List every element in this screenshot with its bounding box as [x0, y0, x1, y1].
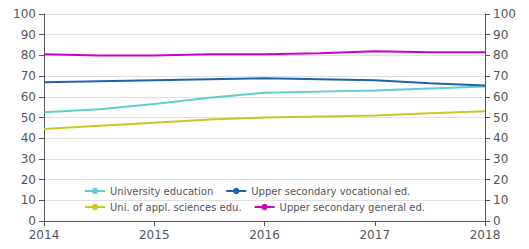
svg-text:90: 90: [493, 28, 508, 42]
svg-text:0: 0: [28, 214, 36, 228]
svg-text:50: 50: [21, 111, 36, 125]
svg-text:30: 30: [493, 152, 508, 166]
svg-text:2016: 2016: [249, 228, 280, 242]
svg-text:2014: 2014: [29, 228, 60, 242]
svg-text:Upper secondary vocational ed.: Upper secondary vocational ed.: [251, 186, 410, 197]
svg-text:90: 90: [21, 28, 36, 42]
svg-text:30: 30: [21, 152, 36, 166]
svg-text:2017: 2017: [359, 228, 390, 242]
svg-text:100: 100: [493, 7, 516, 21]
svg-text:70: 70: [21, 69, 36, 83]
svg-text:60: 60: [21, 90, 36, 104]
svg-text:2015: 2015: [139, 228, 170, 242]
svg-text:80: 80: [493, 48, 508, 62]
svg-text:Upper secondary general ed.: Upper secondary general ed.: [280, 202, 425, 213]
svg-text:10: 10: [493, 193, 508, 207]
svg-text:0: 0: [493, 214, 501, 228]
svg-text:80: 80: [21, 48, 36, 62]
svg-text:Uni. of appl. sciences edu.: Uni. of appl. sciences edu.: [110, 202, 242, 213]
svg-text:20: 20: [493, 173, 508, 187]
svg-text:20: 20: [21, 173, 36, 187]
svg-text:50: 50: [493, 111, 508, 125]
svg-text:100: 100: [13, 7, 36, 21]
svg-text:70: 70: [493, 69, 508, 83]
svg-text:2018: 2018: [470, 228, 501, 242]
svg-text:University education: University education: [110, 186, 213, 197]
svg-text:40: 40: [21, 131, 36, 145]
svg-text:60: 60: [493, 90, 508, 104]
svg-text:40: 40: [493, 131, 508, 145]
svg-text:10: 10: [21, 193, 36, 207]
